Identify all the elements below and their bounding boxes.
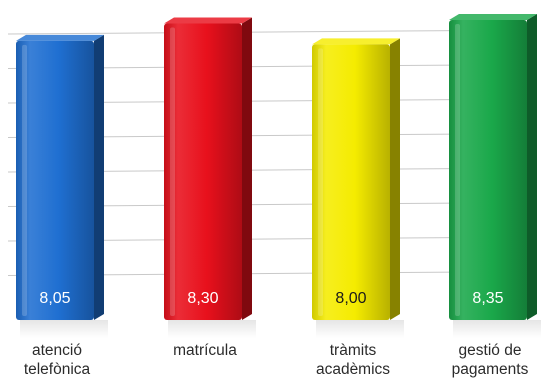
bar: 8,30 [164, 17, 256, 338]
bar-shadow [20, 320, 108, 338]
category-label: gestió de pagaments [451, 342, 529, 378]
bar-top [164, 17, 252, 24]
bar-top [312, 38, 400, 45]
bar-side [94, 34, 104, 320]
bar: 8,35 [449, 14, 541, 338]
bar-highlight [318, 48, 323, 317]
bar-top [16, 34, 104, 41]
bar-shadow [168, 320, 256, 338]
bar-shadow [316, 320, 404, 338]
bar-front [312, 44, 390, 321]
bar-front [449, 20, 527, 320]
category-label: tràmits acadèmics [315, 342, 391, 378]
bar-shadow [453, 320, 541, 338]
bar: 8,05 [16, 34, 108, 338]
bar-front [16, 40, 94, 320]
data-label: 8,00 [335, 290, 366, 307]
bar: 8,00 [312, 38, 404, 338]
bar-side [527, 14, 537, 320]
category-label: atenció telefònica [23, 342, 91, 378]
bar-highlight [170, 27, 175, 316]
bar-highlight [455, 24, 460, 316]
bar-highlight [22, 44, 27, 316]
data-label: 8,05 [39, 290, 70, 307]
bar-side [390, 38, 400, 321]
data-label: 8,30 [187, 290, 218, 307]
gridline [7, 29, 536, 35]
bar-top [449, 14, 537, 20]
category-label: matrícula [173, 342, 237, 359]
data-label: 8,35 [472, 290, 503, 307]
bar-front [164, 23, 242, 320]
bar-side [242, 17, 252, 320]
